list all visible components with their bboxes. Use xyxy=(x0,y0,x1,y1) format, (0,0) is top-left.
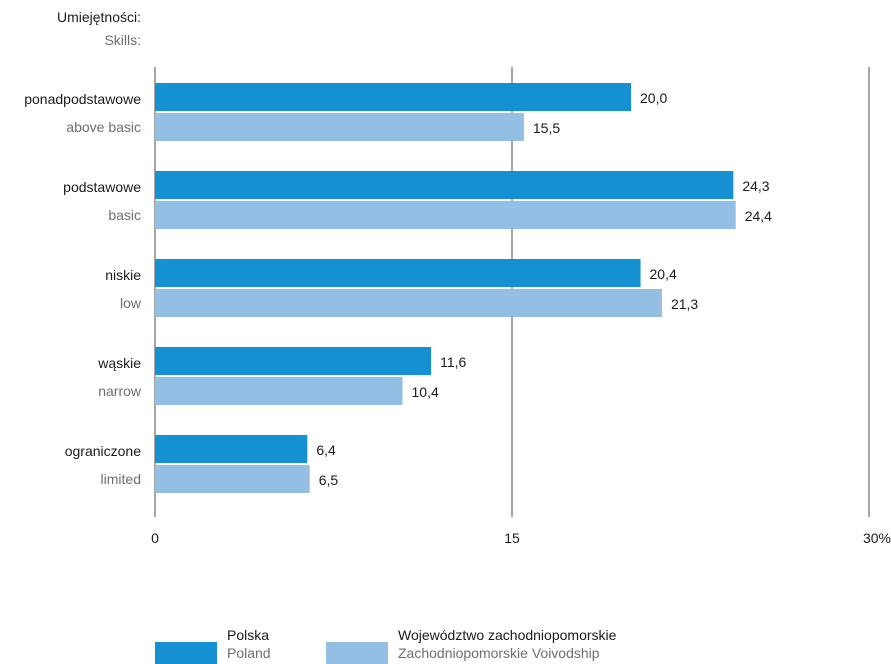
legend-swatch-polska xyxy=(155,642,217,664)
bar-zachodniopomorskie xyxy=(155,201,736,229)
category-label-en: low xyxy=(120,295,142,311)
category-label-en: above basic xyxy=(66,119,141,135)
bar-polska xyxy=(155,347,432,375)
data-label: 20,0 xyxy=(640,90,667,106)
bar-zachodniopomorskie xyxy=(155,377,403,405)
data-label: 24,4 xyxy=(745,208,772,224)
category-label-en: basic xyxy=(108,207,141,223)
category-label: ponadpodstawowe xyxy=(24,91,141,107)
legend-label-wojewodztwo: Województwo zachodniopomorskie xyxy=(398,627,617,643)
axis-title: Umiejętności: xyxy=(57,9,141,25)
category-label: wąskie xyxy=(97,355,141,371)
bar-zachodniopomorskie xyxy=(155,289,662,317)
category-label: niskie xyxy=(105,267,141,283)
category-label: podstawowe xyxy=(63,179,141,195)
data-label: 20,4 xyxy=(650,266,677,282)
category-label: ograniczone xyxy=(65,443,141,459)
data-label: 21,3 xyxy=(671,296,698,312)
category-label-en: limited xyxy=(101,471,141,487)
labels: ponadpodstawowe above basic 20,0 15,5 podsta… xyxy=(24,90,772,488)
x-tick-label: 30% xyxy=(863,530,891,546)
data-label: 24,3 xyxy=(742,178,769,194)
bar-polska xyxy=(155,171,734,199)
bar-polska xyxy=(155,83,631,111)
data-label: 6,4 xyxy=(316,442,336,458)
bars xyxy=(155,83,736,493)
data-label: 10,4 xyxy=(412,384,439,400)
legend-label-voivodship: Zachodniopomorskie Voivodship xyxy=(398,645,600,661)
x-axis-ticks: 0 15 30% xyxy=(151,530,891,546)
data-label: 15,5 xyxy=(533,120,560,136)
bar-polska xyxy=(155,259,641,287)
axis-title-sub: Skills: xyxy=(104,32,141,48)
category-label-en: narrow xyxy=(98,383,142,399)
bar-chart: Umiejętności: Skills: ponadpodstawowe abo… xyxy=(24,9,891,546)
x-tick-label: 0 xyxy=(151,530,159,546)
data-label: 11,6 xyxy=(440,354,466,370)
bar-zachodniopomorskie xyxy=(155,113,524,141)
data-label: 6,5 xyxy=(319,472,339,488)
legend-swatch-zachodniopomorskie xyxy=(326,642,388,664)
bar-polska xyxy=(155,435,308,463)
legend-label-polska: Polska xyxy=(227,627,270,643)
bar-zachodniopomorskie xyxy=(155,465,310,493)
x-tick-label: 15 xyxy=(504,530,520,546)
legend-label-poland: Poland xyxy=(227,645,271,661)
